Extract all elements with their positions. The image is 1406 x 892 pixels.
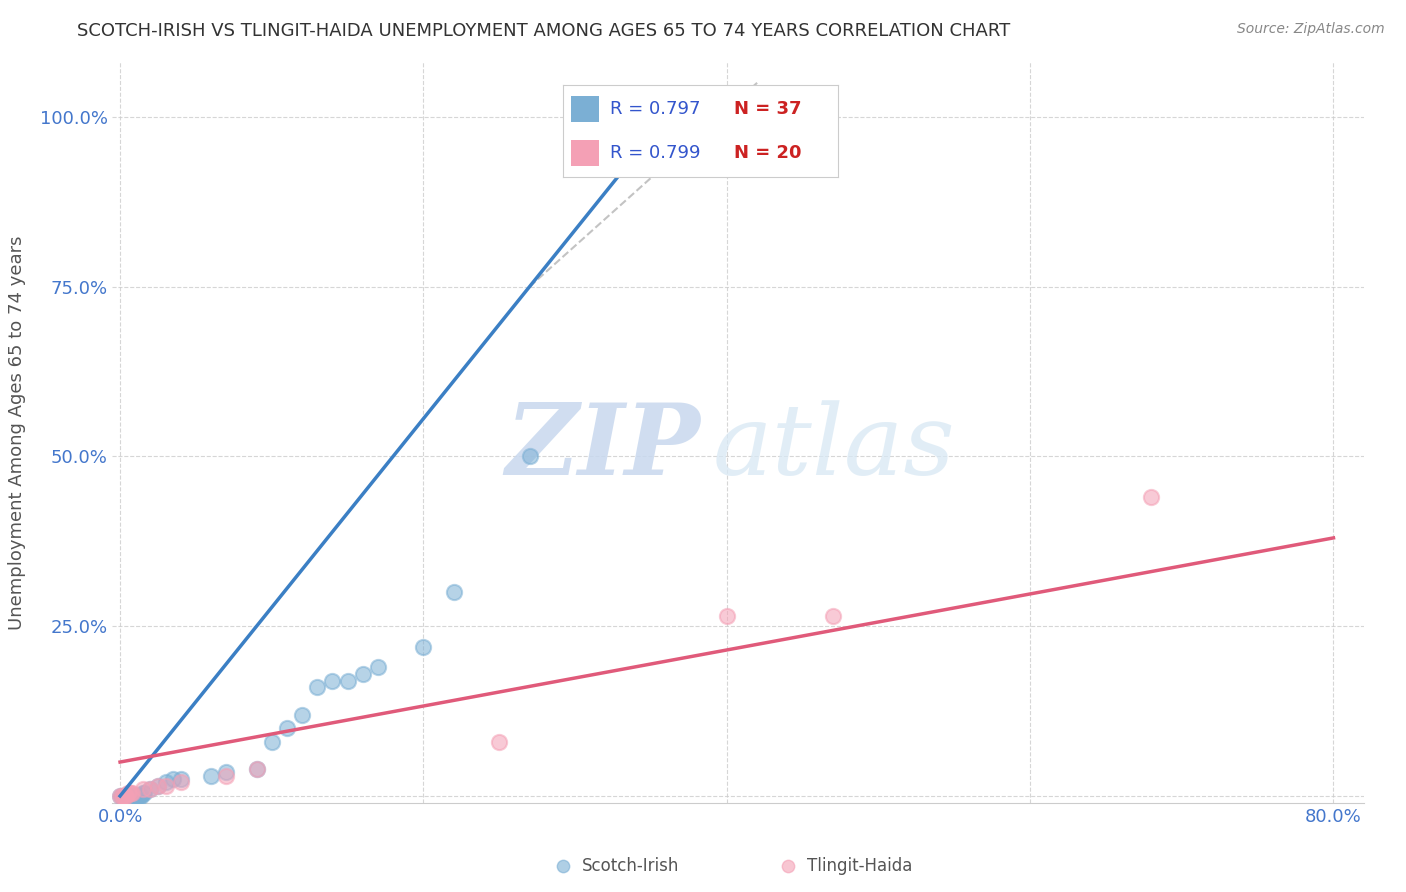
Point (134, 786, 156, 800)
Y-axis label: Unemployment Among Ages 65 to 74 years: Unemployment Among Ages 65 to 74 years (7, 235, 25, 630)
Point (291, 707, 314, 722)
Point (215, 765, 238, 780)
Point (321, 673, 343, 688)
Point (118, 786, 141, 800)
Point (115, 789, 138, 803)
Point (155, 779, 177, 793)
Point (640, 110, 662, 124)
Point (110, 789, 132, 803)
Point (336, 673, 359, 688)
Point (200, 769, 222, 783)
Point (928, 847, 950, 861)
Point (162, 772, 184, 786)
Point (114, 789, 136, 803)
Point (125, 789, 148, 803)
Point (146, 779, 169, 793)
Point (821, 609, 844, 624)
Point (307, 681, 329, 695)
Point (122, 789, 145, 803)
Point (112, 789, 135, 803)
Point (117, 786, 139, 800)
Point (215, 769, 238, 783)
Point (155, 775, 177, 789)
Text: ZIP: ZIP (506, 400, 700, 496)
Point (170, 775, 193, 789)
Point (146, 779, 169, 793)
Text: atlas: atlas (713, 400, 956, 495)
Text: SCOTCH-IRISH VS TLINGIT-HAIDA UNEMPLOYMENT AMONG AGES 65 TO 74 YEARS CORRELATION: SCOTCH-IRISH VS TLINGIT-HAIDA UNEMPLOYME… (77, 22, 1011, 40)
Point (276, 721, 298, 735)
Point (120, 786, 142, 800)
Point (121, 786, 143, 800)
Text: Tlingit-Haida: Tlingit-Haida (807, 856, 912, 875)
Point (412, 640, 434, 654)
Point (124, 789, 146, 803)
Point (443, 585, 465, 599)
Point (128, 789, 150, 803)
Point (170, 772, 193, 786)
Point (118, 789, 141, 803)
Point (139, 782, 162, 797)
Point (127, 789, 149, 803)
Text: Source: ZipAtlas.com: Source: ZipAtlas.com (1237, 22, 1385, 37)
Point (655, 847, 678, 861)
Point (488, 734, 510, 748)
Point (139, 782, 162, 797)
Point (114, 789, 136, 803)
Point (108, 789, 131, 803)
Point (716, 609, 738, 624)
Point (115, 789, 138, 803)
Point (117, 789, 139, 803)
Point (108, 789, 131, 803)
Point (260, 734, 283, 748)
Point (132, 786, 155, 800)
Point (129, 789, 152, 803)
Point (245, 762, 267, 776)
Point (121, 789, 143, 803)
Point (352, 666, 374, 681)
Point (120, 789, 142, 803)
Point (112, 789, 135, 803)
Point (1140, 490, 1163, 504)
Text: Scotch-Irish: Scotch-Irish (582, 856, 679, 875)
Point (245, 762, 267, 776)
Point (132, 782, 155, 797)
Point (110, 789, 132, 803)
Point (367, 660, 389, 674)
Point (519, 450, 541, 464)
